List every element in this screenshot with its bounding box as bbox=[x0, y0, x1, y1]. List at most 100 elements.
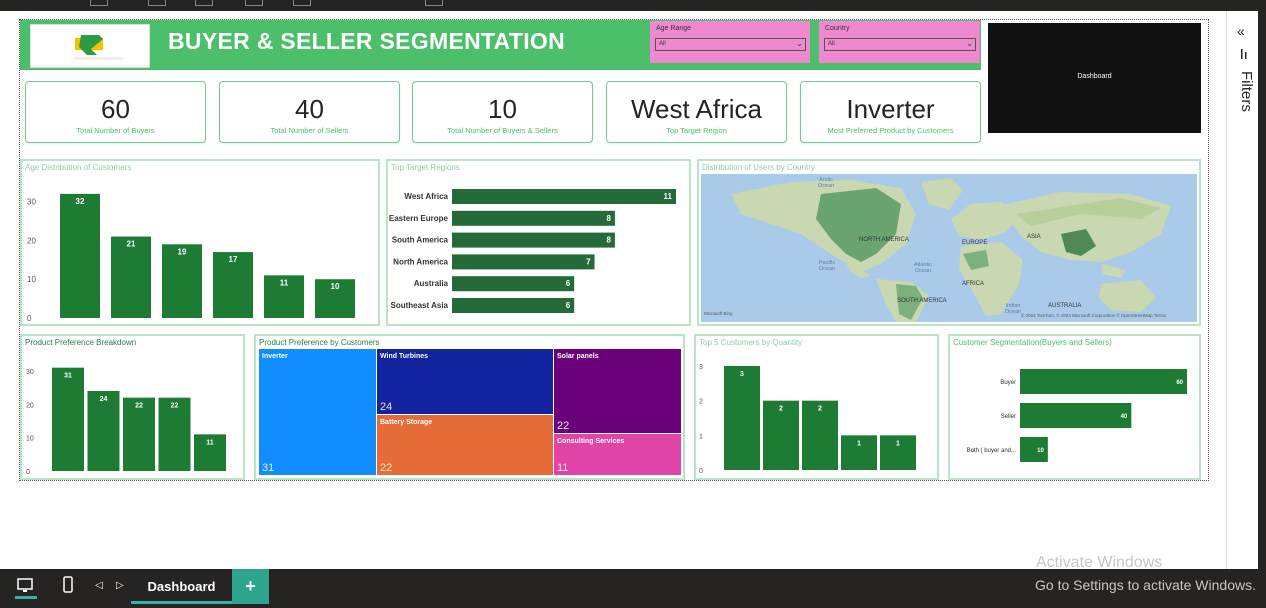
y-tick-label: 30 bbox=[27, 198, 36, 207]
y-tick-label: 10 bbox=[26, 436, 34, 443]
bar-value-label: 8 bbox=[606, 236, 611, 245]
toolbar-icon[interactable] bbox=[195, 0, 213, 6]
segmentation-chart: Buyer 60 Seller 40 Both ( buyer and... 10 bbox=[967, 369, 1187, 462]
chart-title: Product Preference by Customers bbox=[259, 338, 380, 347]
bar-value-label: 8 bbox=[606, 214, 611, 223]
chart-title: Product Preference Breakdown bbox=[25, 338, 137, 347]
bar-value-label: 22 bbox=[135, 403, 143, 410]
treemap-tile-consulting[interactable]: Consulting Services 11 bbox=[554, 434, 681, 475]
y-tick-label: 0 bbox=[699, 468, 703, 475]
add-page-button[interactable]: + bbox=[232, 569, 269, 604]
bar bbox=[123, 397, 155, 471]
country-slicer[interactable]: Country All ⌄ bbox=[819, 21, 980, 63]
chevron-right-icon[interactable]: ▷ bbox=[116, 580, 124, 591]
kpi-label: Total Number of Buyers bbox=[76, 126, 155, 135]
map-label: NORTH AMERICA bbox=[859, 237, 909, 243]
bar-value-label: 21 bbox=[127, 240, 136, 249]
age-distribution-panel[interactable]: Age Distribution of Customers 30 20 10 0 32 2… bbox=[20, 159, 380, 326]
bar-value-label: 17 bbox=[229, 255, 238, 264]
filter-settings-icon[interactable] bbox=[1240, 49, 1248, 59]
dashboard-button[interactable]: Dashboard bbox=[988, 23, 1201, 133]
mobile-view-icon[interactable] bbox=[62, 576, 74, 594]
bar-value-label: 11 bbox=[664, 192, 673, 201]
report-canvas bbox=[19, 19, 1209, 481]
ocean-label: Pacific Ocean bbox=[818, 260, 836, 272]
desktop-view-icon[interactable] bbox=[16, 578, 34, 594]
kpi-card-both: 10 Total Number of Buyers & Sellers bbox=[412, 81, 593, 143]
treemap-tile-battery-storage[interactable]: Battery Storage 22 bbox=[377, 415, 553, 475]
age-range-dropdown[interactable]: All ⌄ bbox=[655, 38, 806, 51]
y-tick-label: 2 bbox=[699, 399, 703, 406]
map-shapes bbox=[731, 178, 1171, 322]
product-breakdown-panel[interactable]: Product Preference Breakdown 30 20 10 0 31 24… bbox=[20, 334, 245, 480]
chevron-down-icon: ⌄ bbox=[796, 39, 803, 48]
bar-value-label: 6 bbox=[566, 279, 571, 288]
bar-value-label: 10 bbox=[1037, 448, 1044, 454]
country-dropdown[interactable]: All ⌄ bbox=[824, 38, 976, 51]
treemap-label: Battery Storage bbox=[380, 419, 433, 426]
age-distribution-chart: 30 20 10 0 32 21 19 17 11 10 bbox=[27, 193, 355, 323]
bar bbox=[1020, 403, 1132, 428]
bar bbox=[213, 252, 253, 318]
treemap-tile-solar-panels[interactable]: Solar panels 22 bbox=[554, 349, 681, 433]
toolbar-icon[interactable] bbox=[90, 0, 108, 6]
kpi-value: West Africa bbox=[630, 94, 762, 124]
bar-value-label: 24 bbox=[100, 396, 108, 403]
kpi-label: Total Number of Buyers & Sellers bbox=[447, 126, 558, 135]
toolbar-icon[interactable] bbox=[148, 0, 166, 6]
bar bbox=[315, 279, 355, 318]
filters-label[interactable]: Filters bbox=[1238, 71, 1255, 112]
top5-customers-panel[interactable]: Top 5 Customers by Quantity 3 2 1 0 3 2 2 1 1 bbox=[694, 334, 939, 480]
bar bbox=[264, 275, 304, 318]
window-edge bbox=[1258, 11, 1266, 569]
bar-value-label: 2 bbox=[818, 406, 822, 413]
toolbar-icon[interactable] bbox=[293, 0, 311, 6]
treemap-label: Wind Turbines bbox=[380, 353, 429, 360]
bar bbox=[841, 435, 877, 470]
bar bbox=[1020, 369, 1187, 394]
kpi-value: 40 bbox=[295, 94, 324, 124]
top-regions-panel[interactable]: Top Target Regions West Africa 11 Eastern … bbox=[386, 159, 691, 326]
chart-title: Distribution of Users by Country bbox=[702, 163, 815, 172]
kpi-label: Total Number of Sellers bbox=[270, 126, 349, 135]
age-range-slicer[interactable]: Age Range All ⌄ bbox=[650, 21, 810, 63]
filters-pane[interactable]: « Filters bbox=[1226, 11, 1258, 569]
bar-value-label: 60 bbox=[1176, 380, 1183, 386]
y-tick-label: 3 bbox=[699, 364, 703, 371]
treemap-tile-inverter[interactable]: Inverter 31 bbox=[259, 349, 376, 475]
chart-title: Age Distribution of Customers bbox=[25, 163, 132, 172]
activate-windows-title: Activate Windows bbox=[1036, 554, 1163, 571]
tab-dashboard[interactable]: Dashboard bbox=[131, 569, 232, 604]
category-label: Southeast Asia bbox=[391, 301, 449, 310]
segmentation-panel[interactable]: Customer Segmentation(Buyers and Sellers… bbox=[948, 334, 1201, 480]
bar bbox=[158, 397, 191, 471]
chevron-double-left-icon[interactable]: « bbox=[1237, 23, 1245, 39]
category-label: Australia bbox=[414, 279, 449, 288]
kpi-label: Most Preferred Product by Customers bbox=[827, 126, 954, 135]
chevron-down-icon: ⌄ bbox=[966, 39, 973, 48]
chevron-left-icon[interactable]: ◁ bbox=[95, 580, 103, 591]
bar-value-label: 22 bbox=[171, 403, 179, 410]
bar bbox=[724, 366, 760, 470]
active-view-indicator bbox=[15, 596, 37, 599]
bar-value-label: 3 bbox=[740, 371, 744, 378]
toolbar-icon[interactable] bbox=[245, 0, 263, 6]
category-label: Buyer bbox=[1000, 380, 1016, 386]
toolbar-icon[interactable] bbox=[425, 0, 443, 6]
category-label: South America bbox=[392, 236, 449, 245]
map-attribution[interactable]: © 2024 TomTom, © 2024 Microsoft Corporat… bbox=[1021, 313, 1167, 318]
treemap-label: Solar panels bbox=[557, 353, 599, 360]
map-label: AUSTRALIA bbox=[1048, 303, 1082, 309]
bar-value-label: 11 bbox=[206, 439, 214, 446]
category-label: Eastern Europe bbox=[389, 214, 449, 223]
dashboard-button-label: Dashboard bbox=[1077, 73, 1112, 80]
treemap-tile-wind-turbines[interactable]: Wind Turbines 24 bbox=[377, 349, 553, 414]
map-label: SOUTH AMERICA bbox=[897, 298, 947, 304]
world-map[interactable]: NORTH AMERICA EUROPE ASIA AFRICA SOUTH A… bbox=[701, 174, 1197, 322]
kpi-value: 60 bbox=[101, 94, 130, 124]
bar-value-label: 1 bbox=[896, 440, 900, 447]
y-tick-label: 0 bbox=[27, 314, 32, 323]
bar bbox=[87, 391, 120, 471]
chart-title: Top 5 Customers by Quantity bbox=[699, 338, 803, 347]
